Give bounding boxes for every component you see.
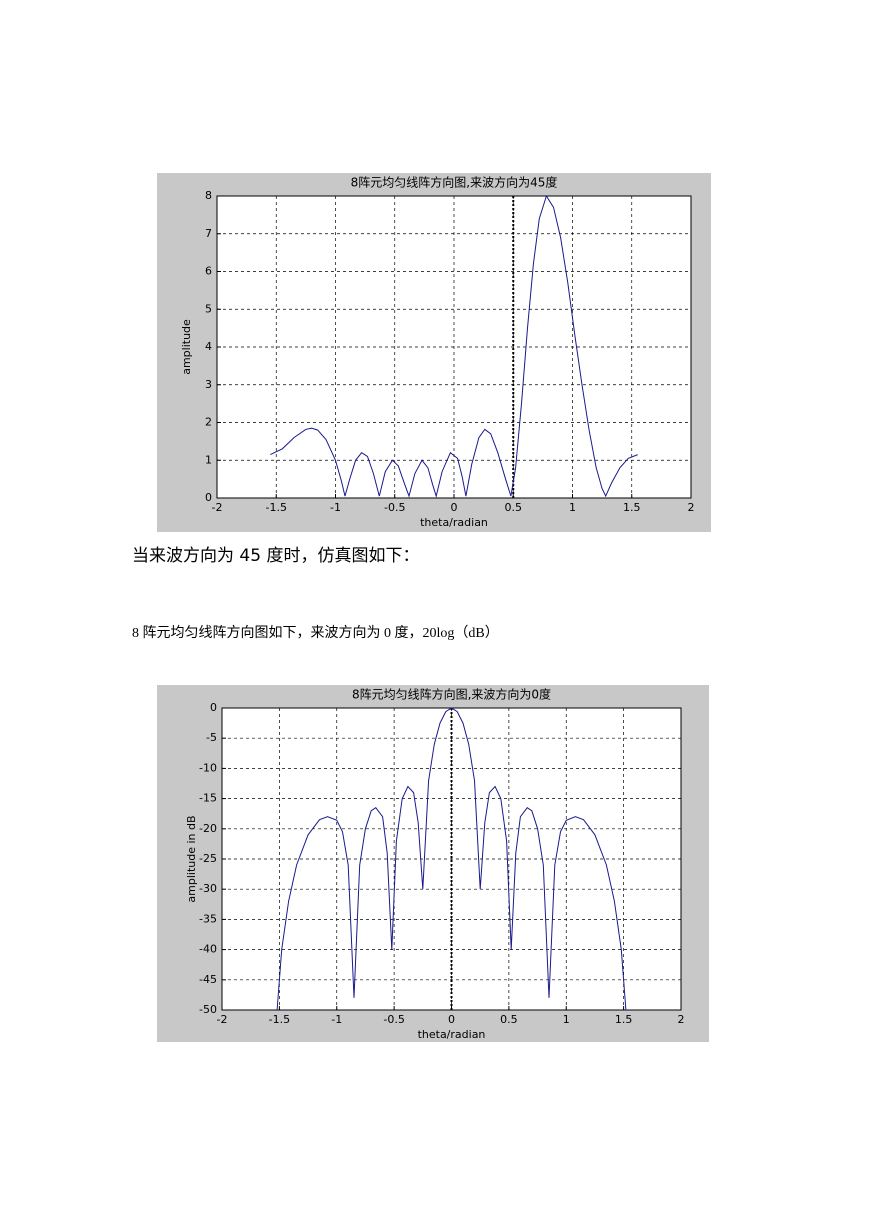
y-tick-label: 5	[205, 302, 212, 315]
y-tick-label: 1	[205, 453, 212, 466]
chart-title: 8阵元均匀线阵方向图,来波方向为45度	[351, 175, 558, 190]
y-tick-label: -15	[199, 792, 217, 805]
y-axis-label: amplitude in dB	[185, 815, 198, 902]
x-tick-label: -1.5	[269, 1013, 290, 1026]
y-tick-label: -20	[199, 822, 217, 835]
x-tick-label: 0.5	[505, 501, 523, 514]
y-tick-label: 4	[205, 340, 212, 353]
x-tick-label: 1.5	[615, 1013, 633, 1026]
x-tick-label: 2	[688, 501, 695, 514]
y-tick-label: -50	[199, 1003, 217, 1016]
y-tick-label: 0	[210, 701, 217, 714]
y-tick-label: -25	[199, 852, 217, 865]
x-tick-label: 0.5	[500, 1013, 518, 1026]
x-tick-label: -1.5	[266, 501, 287, 514]
x-tick-label: 0	[448, 1013, 455, 1026]
x-axis-label: theta/radian	[418, 1028, 486, 1041]
data-line	[276, 707, 627, 1011]
x-tick-label: -0.5	[384, 501, 405, 514]
y-tick-label: 3	[205, 378, 212, 391]
chart-title: 8阵元均匀线阵方向图,来波方向为0度	[352, 687, 551, 702]
x-tick-label: -1	[331, 1013, 342, 1026]
y-tick-label: 8	[205, 189, 212, 202]
x-tick-label: 0	[451, 501, 458, 514]
y-tick-label: -45	[199, 973, 217, 986]
y-tick-label: 7	[205, 227, 212, 240]
x-tick-label: -2	[217, 1013, 228, 1026]
x-tick-label: -0.5	[383, 1013, 404, 1026]
x-axis-label: theta/radian	[420, 516, 488, 529]
paragraph: 8 阵元均匀线阵方向图如下，来波方向为 0 度，20log（dB）	[132, 625, 499, 641]
x-tick-label: -1	[330, 501, 341, 514]
y-tick-label: -10	[199, 761, 217, 774]
y-axis-label: amplitude	[180, 319, 193, 375]
caption: 当来波方向为 45 度时，仿真图如下：	[132, 546, 419, 566]
x-tick-label: -2	[212, 501, 223, 514]
y-tick-label: -5	[206, 731, 217, 744]
x-tick-label: 2	[678, 1013, 685, 1026]
data-line	[270, 194, 638, 498]
y-tick-label: 0	[205, 491, 212, 504]
y-tick-label: -30	[199, 882, 217, 895]
x-tick-label: 1.5	[623, 501, 641, 514]
y-tick-label: 2	[205, 416, 212, 429]
y-tick-label: -35	[199, 912, 217, 925]
x-tick-label: 1	[563, 1013, 570, 1026]
y-tick-label: 6	[205, 265, 212, 278]
y-tick-label: -40	[199, 943, 217, 956]
x-tick-label: 1	[569, 501, 576, 514]
